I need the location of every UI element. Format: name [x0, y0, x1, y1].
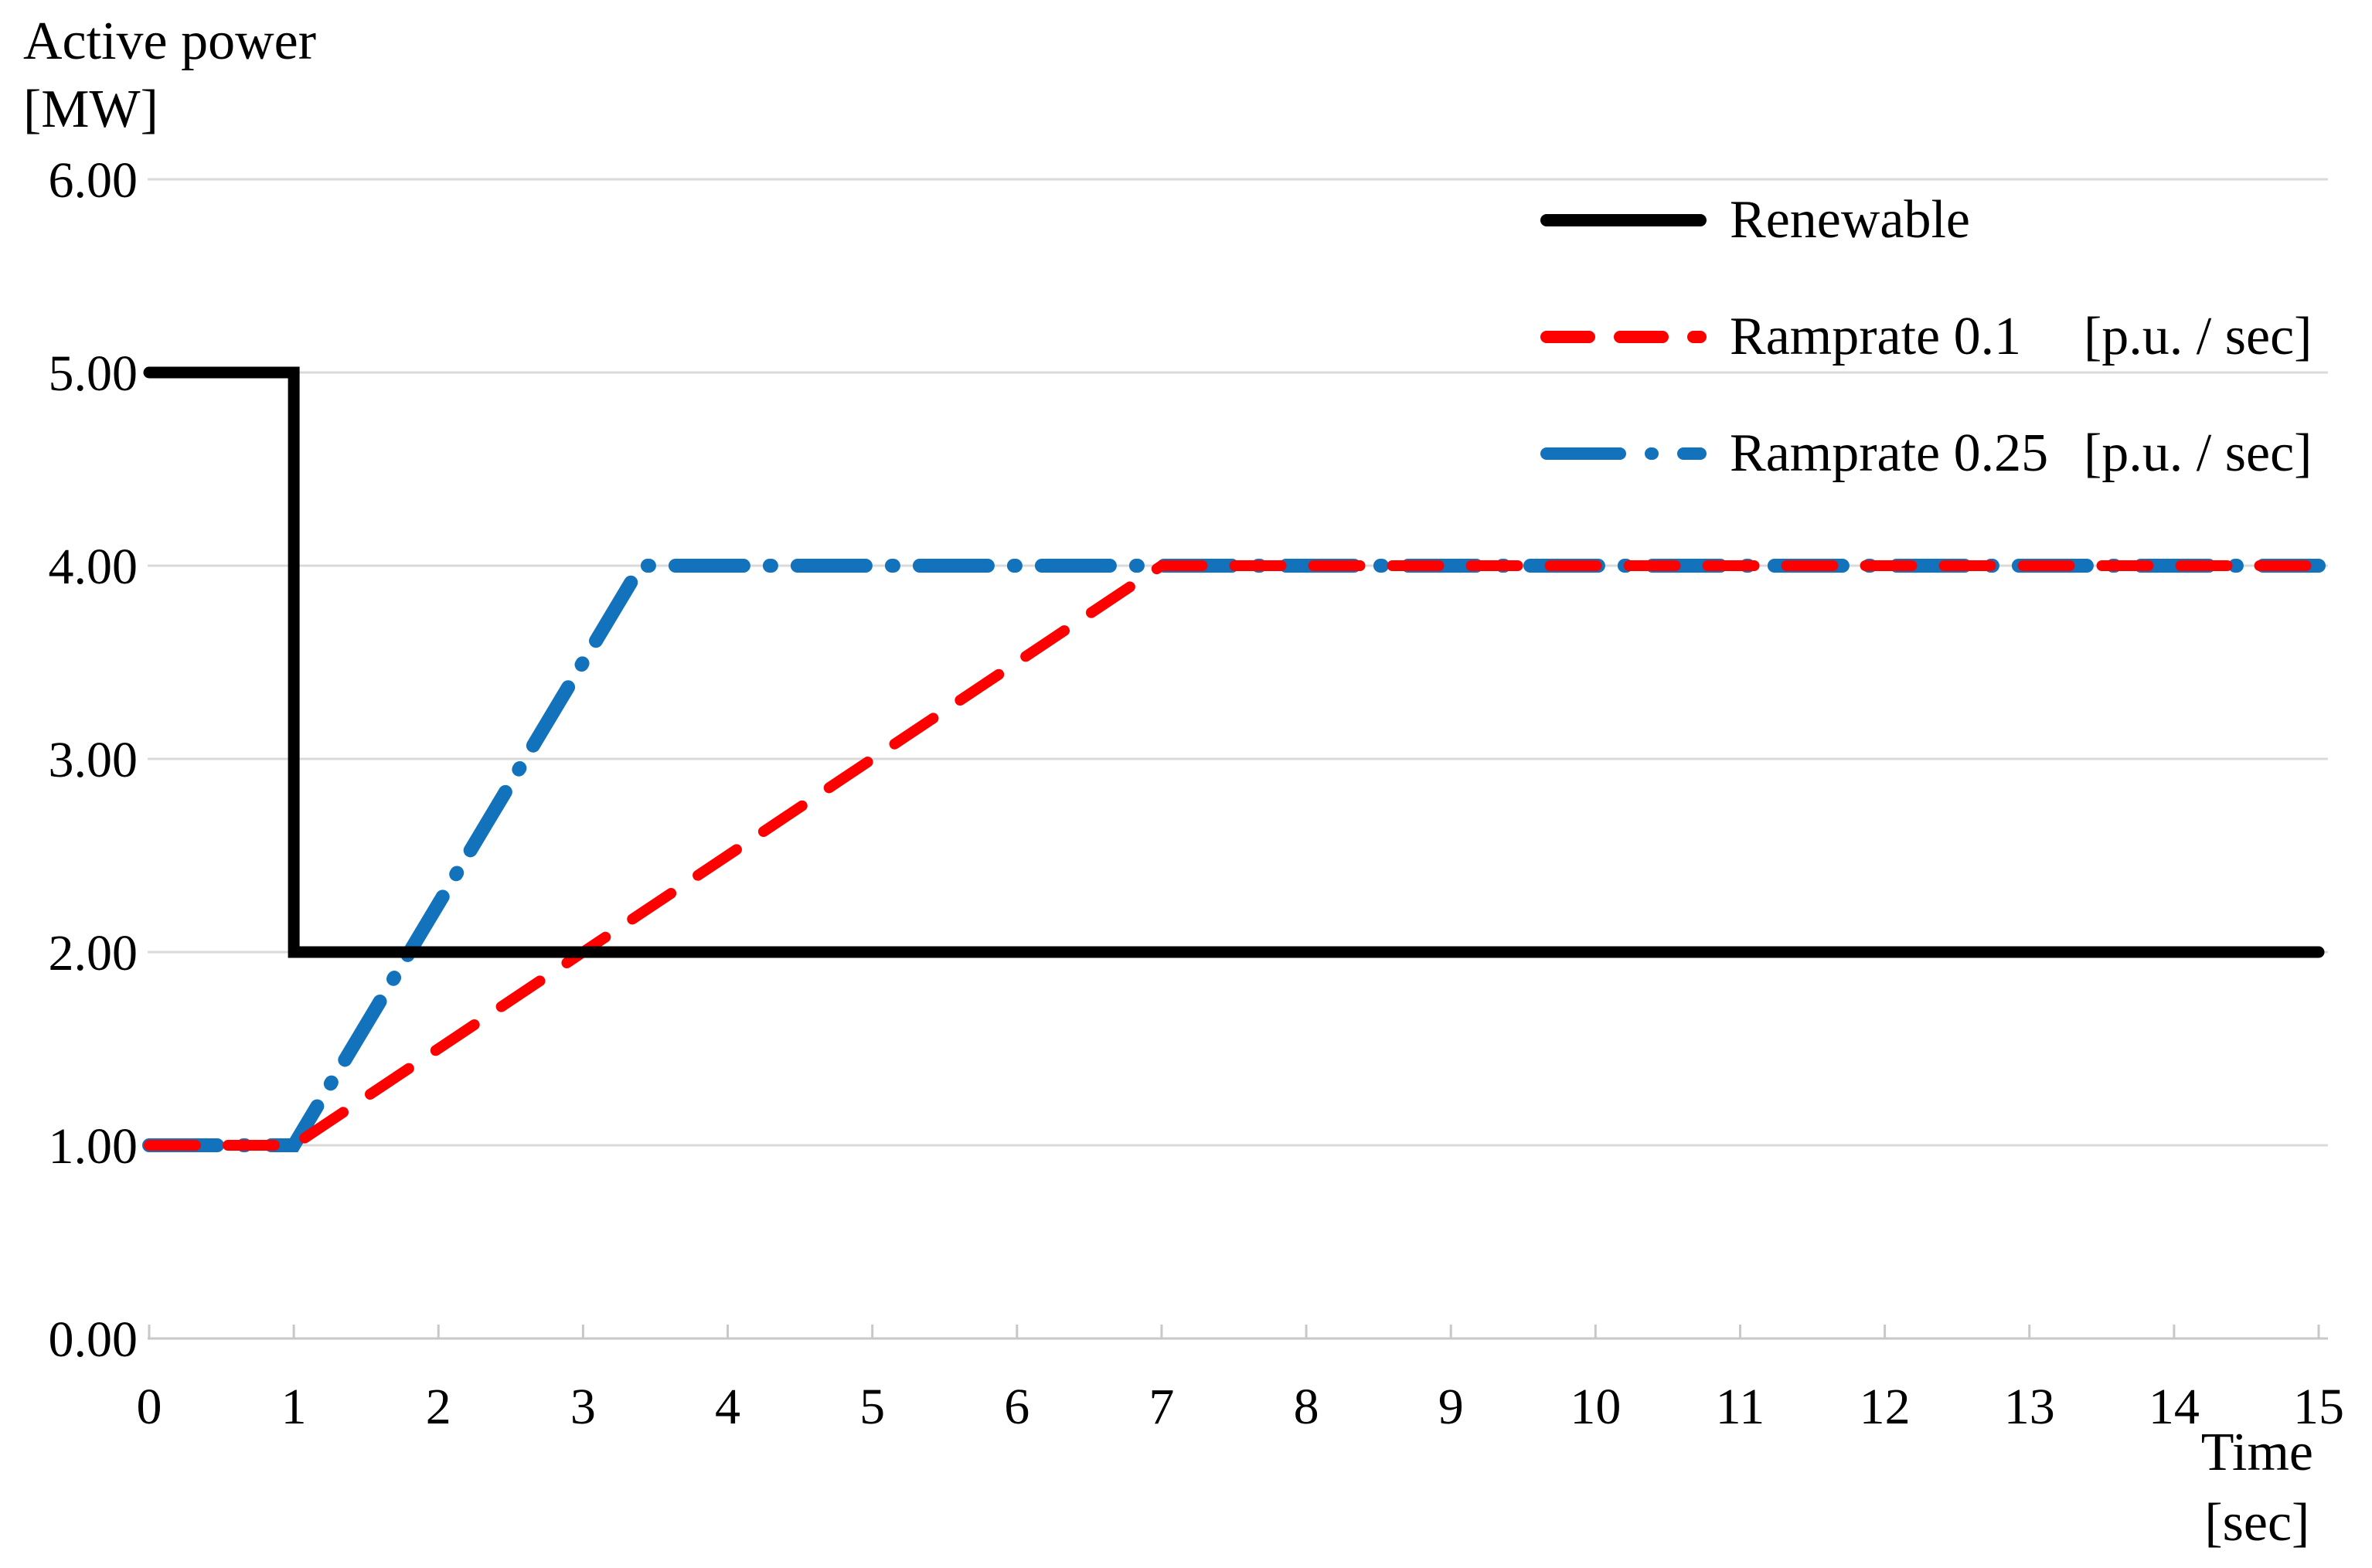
x-tick-label: 9: [1438, 1379, 1464, 1435]
legend-item-ramprate-0-25: Ramprate 0.25 [p.u. / sec]: [1540, 414, 2312, 493]
legend-unit: [p.u. / sec]: [2084, 423, 2312, 483]
x-tick-label: 0: [137, 1379, 162, 1435]
legend: Renewable Ramprate 0.1 [p.u. / sec] Ramprat…: [1540, 181, 2312, 531]
series-line-renewable: [143, 366, 2325, 958]
legend-item-ramprate-0-1: Ramprate 0.1 [p.u. / sec]: [1540, 298, 2312, 376]
x-tick-label: 6: [1004, 1379, 1029, 1435]
series-line-ramprate-0-1: [144, 560, 2324, 1151]
y-axis-title-line1: Active power: [23, 12, 317, 71]
y-tick-label: 6.00: [49, 152, 138, 209]
x-tick-label: 3: [570, 1379, 596, 1435]
x-tick-label: 15: [2293, 1379, 2344, 1435]
legend-swatch-ramprate-0-1: [1540, 331, 1707, 343]
x-axis-title-line1: Time: [2200, 1423, 2313, 1482]
y-tick-label: 3.00: [49, 732, 138, 788]
x-tick-label: 7: [1149, 1379, 1174, 1435]
y-tick-label: 2.00: [49, 925, 138, 981]
legend-unit: [p.u. / sec]: [2084, 307, 2312, 366]
x-tick-label: 1: [281, 1379, 307, 1435]
y-tick-label: 5.00: [49, 345, 138, 402]
x-tick-label: 13: [2004, 1379, 2055, 1435]
x-tick-label: 2: [426, 1379, 451, 1435]
legend-label: Ramprate 0.25: [1730, 423, 2049, 483]
x-tick-label: 8: [1294, 1379, 1319, 1435]
y-tick-label: 4.00: [49, 539, 138, 595]
y-axis-title: Active power [MW]: [23, 8, 316, 143]
legend-swatch-ramprate-0-25: [1540, 447, 1707, 460]
legend-swatch-renewable: [1540, 214, 1707, 226]
x-tick-label: 11: [1716, 1379, 1765, 1435]
legend-label: Renewable: [1730, 190, 1970, 250]
y-axis-title-line2: [MW]: [23, 79, 158, 139]
x-axis-title-line2: [sec]: [2204, 1493, 2310, 1553]
x-tick-label: 5: [859, 1379, 885, 1435]
x-tick-label: 10: [1570, 1379, 1621, 1435]
y-tick-label: 0.00: [49, 1311, 138, 1368]
legend-item-renewable: Renewable: [1540, 181, 2312, 260]
legend-label: Ramprate 0.1: [1730, 307, 2022, 366]
x-tick-label: 14: [2149, 1379, 2200, 1435]
y-tick-label: 1.00: [49, 1118, 138, 1175]
series-line-ramprate-0-25: [142, 559, 2326, 1152]
x-tick-label: 12: [1860, 1379, 1911, 1435]
x-axis-title: Time [sec]: [2201, 1417, 2313, 1558]
x-tick-label: 4: [715, 1379, 740, 1435]
